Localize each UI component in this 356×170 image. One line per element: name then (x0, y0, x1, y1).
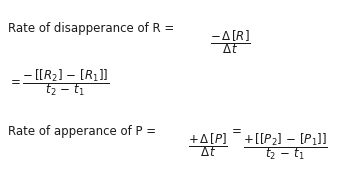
Text: =: = (232, 125, 242, 138)
Text: $\dfrac{-\,\Delta\,[R]}{\Delta\,t}$: $\dfrac{-\,\Delta\,[R]}{\Delta\,t}$ (210, 28, 251, 56)
Text: $= \dfrac{-\,[[R_2]\,-\,[R_1]]}{t_2\,-\,t_1}$: $= \dfrac{-\,[[R_2]\,-\,[R_1]]}{t_2\,-\,… (8, 67, 109, 98)
Text: Rate of apperance of P =: Rate of apperance of P = (8, 125, 160, 138)
Text: $\dfrac{+\,\Delta\,[P]}{\Delta\,t}$: $\dfrac{+\,\Delta\,[P]}{\Delta\,t}$ (188, 131, 228, 159)
Text: $\dfrac{+\,[[P_2]\,-\,[P_1]]}{t_2\,-\,t_1}$: $\dfrac{+\,[[P_2]\,-\,[P_1]]}{t_2\,-\,t_… (243, 131, 328, 162)
Text: Rate of disapperance of R =: Rate of disapperance of R = (8, 22, 178, 35)
